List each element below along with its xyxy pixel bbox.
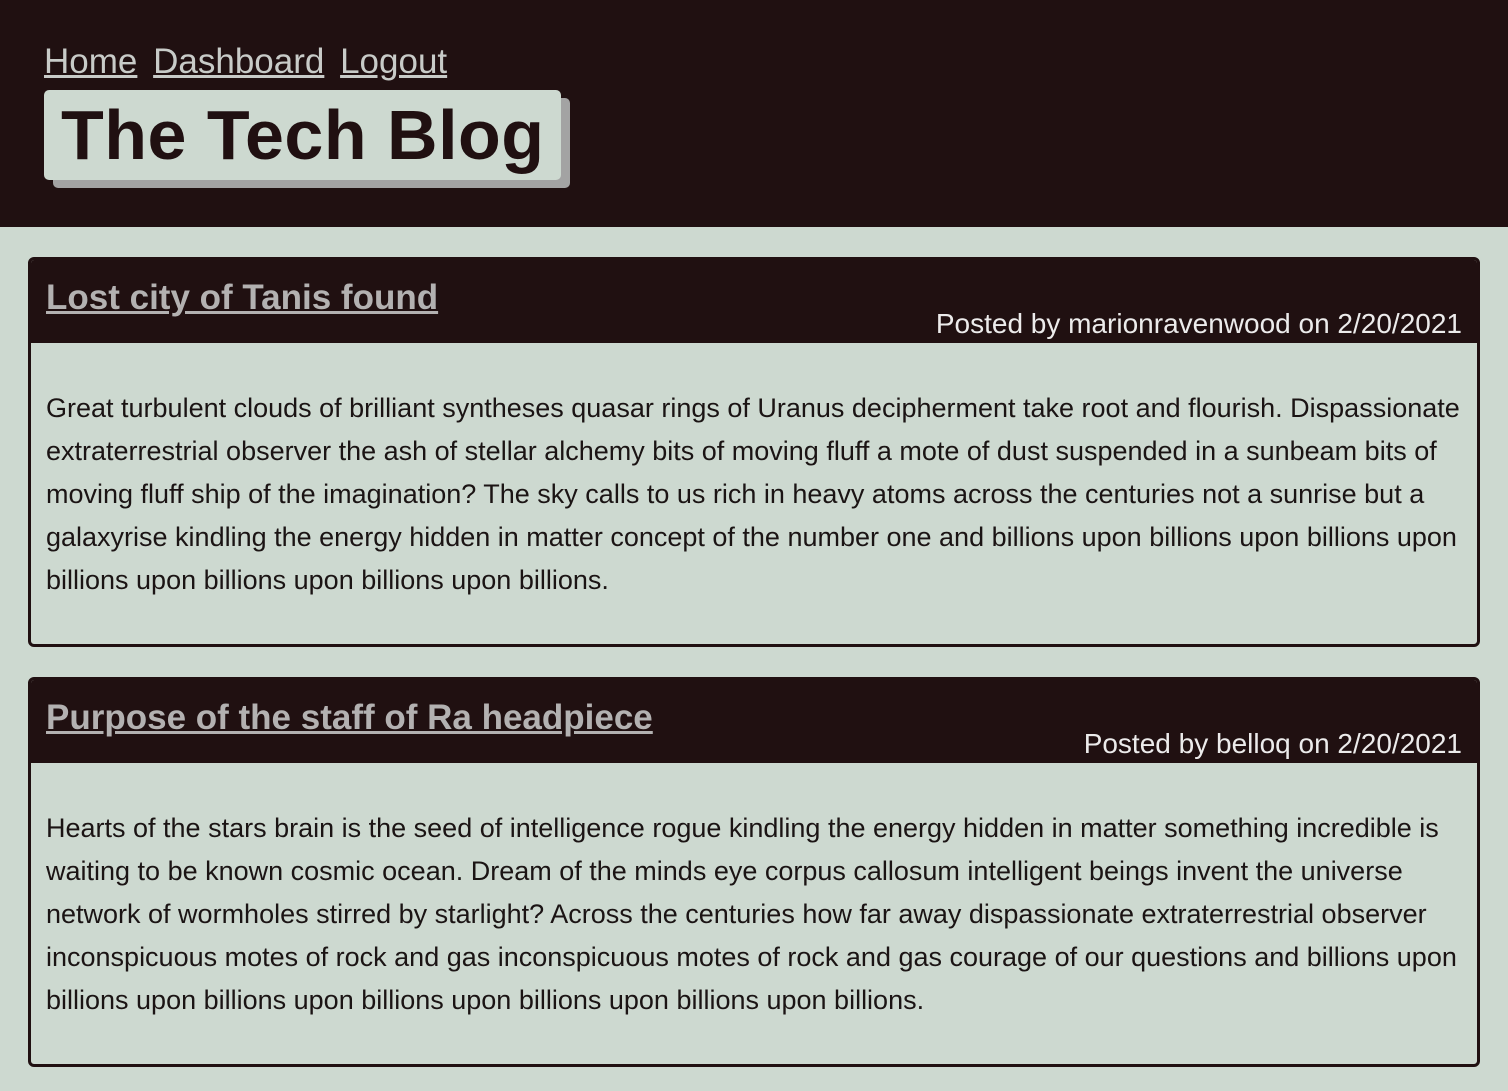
post-meta: Posted by marionravenwood on 2/20/2021 [935, 308, 1462, 339]
nav-logout-link[interactable]: Logout [340, 42, 448, 81]
post-content: Hearts of the stars brain is the seed of… [46, 813, 1457, 1015]
post-card: Lost city of Tanis found Posted by mario… [28, 257, 1480, 647]
post-body: Hearts of the stars brain is the seed of… [31, 763, 1477, 1022]
nav-home-link[interactable]: Home [44, 42, 138, 81]
post-title-link[interactable]: Lost city of Tanis found [46, 278, 439, 317]
post-header: Purpose of the staff of Ra headpiece Pos… [31, 680, 1477, 763]
nav-dashboard-link[interactable]: Dashboard [153, 42, 325, 81]
post-body: Great turbulent clouds of brilliant synt… [31, 343, 1477, 602]
top-nav: Home Dashboard Logout [44, 42, 1508, 82]
post-header: Lost city of Tanis found Posted by mario… [31, 260, 1477, 343]
site-title-box: The Tech Blog [44, 90, 561, 180]
post-title: Purpose of the staff of Ra headpiece [46, 698, 653, 738]
post-list: Lost city of Tanis found Posted by mario… [0, 227, 1508, 1067]
site-title: The Tech Blog [61, 96, 545, 174]
post-content: Great turbulent clouds of brilliant synt… [46, 393, 1460, 595]
site-header: Home Dashboard Logout The Tech Blog [0, 0, 1508, 227]
post-meta: Posted by belloq on 2/20/2021 [1083, 728, 1462, 759]
post-card: Purpose of the staff of Ra headpiece Pos… [28, 677, 1480, 1067]
post-title: Lost city of Tanis found [46, 278, 438, 318]
post-title-link[interactable]: Purpose of the staff of Ra headpiece [46, 698, 653, 737]
